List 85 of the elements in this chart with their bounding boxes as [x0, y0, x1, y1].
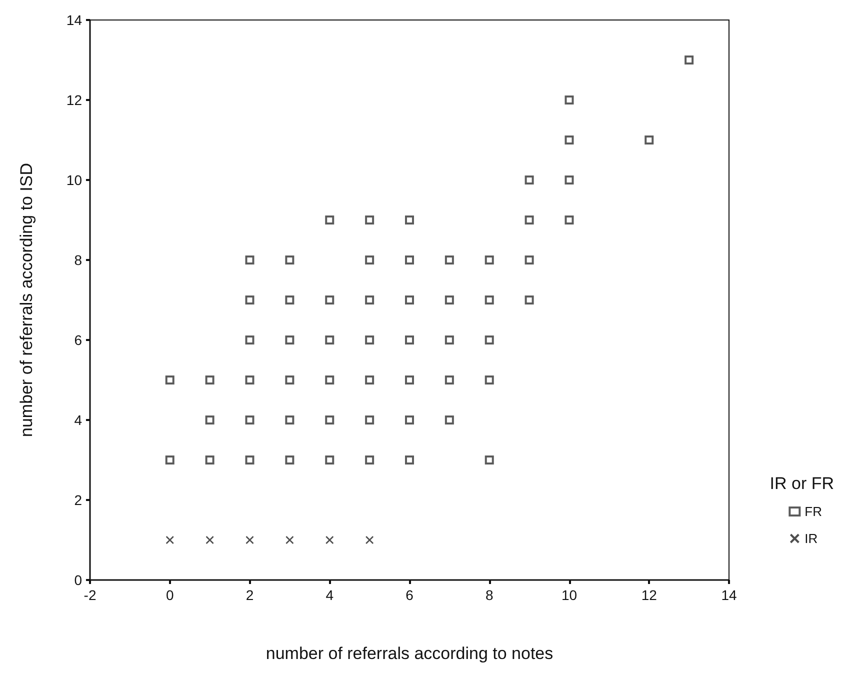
y-axis-title: number of referrals according to ISD: [17, 162, 36, 438]
point: [205, 416, 214, 424]
x-tick-label: 4: [326, 587, 334, 603]
point: [405, 456, 414, 464]
point: [325, 296, 334, 304]
point: [325, 216, 334, 224]
point: [365, 336, 374, 344]
point: [165, 376, 174, 384]
point: [484, 296, 494, 304]
point: [365, 416, 374, 424]
y-tick-label: 14: [66, 12, 82, 28]
y-tick-label: 12: [66, 92, 82, 108]
point: [245, 416, 254, 424]
point: [245, 456, 254, 464]
point: [564, 216, 574, 224]
x-axis-title: number of referrals according to notes: [266, 644, 554, 663]
point: [405, 376, 414, 384]
point: [524, 296, 534, 304]
point: [444, 296, 454, 304]
point: [245, 296, 254, 304]
x-tick-label: 14: [721, 587, 737, 603]
point: [325, 336, 334, 344]
point: [684, 56, 694, 64]
y-tick-label: 10: [66, 172, 82, 188]
point: [644, 136, 654, 144]
point: [365, 296, 374, 304]
point: [325, 536, 334, 544]
point: [286, 536, 294, 544]
point: [564, 96, 574, 104]
y-tick-label: 6: [74, 332, 82, 348]
point: [564, 176, 574, 184]
point: [165, 456, 174, 464]
point: [325, 456, 334, 464]
point: [245, 336, 254, 344]
point: [365, 376, 374, 384]
point: [365, 216, 374, 224]
point: [365, 256, 374, 264]
x-tick-label: 2: [246, 587, 254, 603]
point: [205, 376, 214, 384]
x-tick-label: 8: [485, 587, 494, 603]
point: [245, 376, 254, 384]
point: [285, 416, 294, 424]
point: [484, 336, 494, 344]
point: [444, 336, 454, 344]
x-tick-label: 12: [641, 587, 658, 603]
point: [285, 376, 294, 384]
point: [206, 536, 214, 544]
x-tick-label: -2: [84, 587, 96, 603]
x-tick-label: 6: [406, 587, 414, 603]
point: [405, 296, 414, 304]
y-tick-label: 0: [74, 572, 82, 588]
point: [365, 536, 374, 544]
legend-title: IR or FR: [770, 474, 834, 493]
point: [484, 256, 494, 264]
legend-label: IR: [804, 531, 818, 546]
point: [444, 376, 454, 384]
y-tick-label: 4: [74, 412, 82, 428]
point: [205, 456, 214, 464]
point: [166, 536, 174, 544]
point: [405, 256, 414, 264]
point: [285, 256, 294, 264]
point: [444, 416, 454, 424]
point: [564, 136, 574, 144]
point: [405, 336, 414, 344]
point: [524, 216, 534, 224]
point: [484, 376, 494, 384]
point: [325, 376, 334, 384]
point: [245, 256, 254, 264]
point: [484, 456, 494, 464]
y-tick-label: 8: [74, 252, 82, 268]
point: [524, 256, 534, 264]
point: [285, 296, 294, 304]
x-tick-label: 0: [166, 587, 174, 603]
point: [405, 216, 414, 224]
y-tick-label: 2: [74, 492, 82, 508]
point: [365, 456, 374, 464]
legend-label: FR: [804, 504, 822, 519]
point: [285, 456, 294, 464]
point: [325, 416, 334, 424]
point: [285, 336, 294, 344]
point: [246, 536, 254, 544]
point: [524, 176, 534, 184]
point: [405, 416, 414, 424]
x-tick-label: 10: [561, 587, 578, 603]
point: [444, 256, 454, 264]
